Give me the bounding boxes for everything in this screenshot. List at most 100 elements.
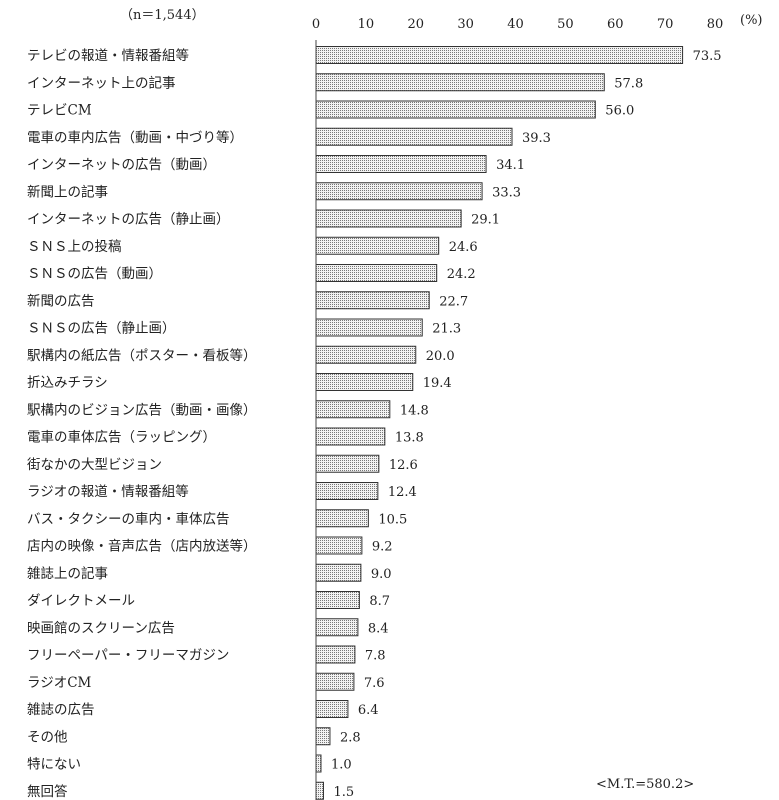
category-label: ＳＮＳの広告（動画） bbox=[27, 266, 162, 282]
bar bbox=[315, 100, 596, 119]
bar bbox=[315, 536, 363, 555]
x-tick-label: 80 bbox=[707, 17, 724, 32]
value-label: 19.4 bbox=[423, 376, 452, 391]
value-label: 8.7 bbox=[369, 594, 390, 609]
value-label: 1.5 bbox=[333, 785, 354, 800]
category-label: インターネット上の記事 bbox=[27, 74, 176, 91]
x-tick-label: 50 bbox=[557, 17, 574, 32]
value-label: 6.4 bbox=[358, 703, 379, 718]
unit-label: (%) bbox=[740, 13, 763, 28]
value-label: 7.6 bbox=[364, 676, 385, 691]
category-label: バス・タクシーの車内・車体広告 bbox=[27, 511, 230, 527]
category-label: 雑誌の広告 bbox=[27, 702, 95, 718]
category-label: ダイレクトメール bbox=[27, 593, 135, 609]
category-label: フリーペーパー・フリーマガジン bbox=[27, 648, 229, 664]
bar bbox=[315, 509, 369, 528]
value-label: 56.0 bbox=[605, 104, 634, 119]
value-label: 9.2 bbox=[372, 540, 393, 555]
category-label: 街なかの大型ビジョン bbox=[27, 457, 162, 473]
category-label: 駅構内の紙広告（ポスター・看板等） bbox=[27, 347, 257, 364]
category-label: ＳＮＳの広告（静止画） bbox=[27, 321, 176, 337]
bar bbox=[315, 264, 438, 282]
bar bbox=[315, 563, 362, 582]
bar bbox=[315, 645, 356, 664]
value-label: 1.0 bbox=[331, 758, 352, 773]
category-label: 電車の車体広告（ラッピング） bbox=[27, 430, 216, 446]
x-tick-label: 70 bbox=[657, 17, 674, 32]
value-label: 12.4 bbox=[388, 485, 417, 500]
value-label: 57.8 bbox=[614, 76, 643, 91]
bar bbox=[315, 482, 379, 500]
category-label: 特にない bbox=[27, 757, 81, 773]
bar bbox=[315, 618, 359, 637]
value-label: 14.8 bbox=[400, 403, 429, 418]
bar bbox=[315, 754, 322, 773]
value-label: 12.6 bbox=[389, 458, 418, 473]
footnote: <M.T.=580.2> bbox=[596, 777, 694, 792]
category-label: 無回答 bbox=[27, 783, 68, 800]
bar bbox=[315, 427, 386, 446]
bar bbox=[315, 46, 684, 64]
sample-size-note: （n＝1,544） bbox=[120, 8, 205, 23]
value-label: 33.3 bbox=[492, 185, 521, 200]
bar bbox=[315, 400, 391, 419]
category-label: インターネットの広告（静止画） bbox=[27, 212, 230, 228]
category-label: テレビCM bbox=[27, 103, 92, 119]
bar bbox=[315, 700, 349, 718]
value-label: 13.8 bbox=[395, 431, 424, 446]
bar bbox=[315, 209, 462, 228]
category-label: 雑誌上の記事 bbox=[27, 565, 108, 582]
value-label: 34.1 bbox=[496, 158, 525, 173]
category-label: ＳＮＳ上の投稿 bbox=[27, 239, 122, 255]
category-label: 店内の映像・音声広告（店内放送等） bbox=[27, 538, 257, 555]
category-label: テレビの報道・情報番組等 bbox=[27, 47, 189, 64]
bar bbox=[315, 373, 414, 391]
value-label: 7.8 bbox=[365, 649, 386, 664]
x-tick-label: 0 bbox=[312, 17, 320, 32]
bar bbox=[315, 236, 440, 255]
bar bbox=[315, 672, 355, 691]
bar bbox=[315, 127, 513, 146]
category-label: 電車の車内広告（動画・中づり等） bbox=[27, 129, 243, 146]
x-tick-label: 60 bbox=[607, 17, 624, 32]
value-label: 20.0 bbox=[426, 349, 455, 364]
bar bbox=[315, 591, 360, 609]
value-label: 29.1 bbox=[471, 213, 500, 228]
value-label: 10.5 bbox=[378, 512, 407, 527]
category-label: 新聞上の記事 bbox=[27, 183, 108, 200]
bar bbox=[315, 291, 430, 310]
category-label: 映画館のスクリーン広告 bbox=[27, 620, 175, 636]
x-tick-label: 40 bbox=[507, 17, 524, 32]
category-label: その他 bbox=[27, 729, 68, 745]
bar bbox=[315, 454, 380, 473]
bar bbox=[315, 155, 487, 173]
value-label: 21.3 bbox=[432, 322, 461, 337]
category-label: インターネットの広告（動画） bbox=[27, 157, 216, 173]
value-labels: 73.5 57.8 56.0 39.3 34.1 33.3 29.1 24.6 24.2 22.7… bbox=[331, 49, 722, 800]
value-label: 8.4 bbox=[368, 621, 389, 636]
bar bbox=[315, 182, 483, 201]
value-label: 24.2 bbox=[447, 267, 476, 282]
x-tick-label: 30 bbox=[457, 17, 474, 32]
x-axis-ticks: 0 10 20 30 40 50 60 70 80 bbox=[312, 17, 723, 32]
value-label: 39.3 bbox=[522, 131, 551, 146]
category-label: ラジオCM bbox=[27, 675, 92, 691]
value-label: 2.8 bbox=[340, 730, 361, 745]
x-tick-label: 20 bbox=[407, 17, 424, 32]
bar bbox=[315, 73, 605, 92]
category-label: 折込みチラシ bbox=[27, 375, 108, 391]
bar bbox=[315, 318, 423, 337]
category-label: 駅構内のビジョン広告（動画・画像） bbox=[27, 402, 257, 418]
x-tick-label: 10 bbox=[358, 17, 375, 32]
category-label: ラジオの報道・情報番組等 bbox=[27, 483, 189, 500]
value-label: 24.6 bbox=[449, 240, 478, 255]
bar bbox=[315, 781, 324, 800]
value-label: 22.7 bbox=[439, 294, 468, 309]
bar bbox=[315, 345, 417, 364]
value-label: 9.0 bbox=[371, 567, 392, 582]
value-label: 73.5 bbox=[693, 49, 722, 64]
bar bbox=[315, 727, 331, 746]
category-label: 新聞の広告 bbox=[27, 293, 95, 309]
